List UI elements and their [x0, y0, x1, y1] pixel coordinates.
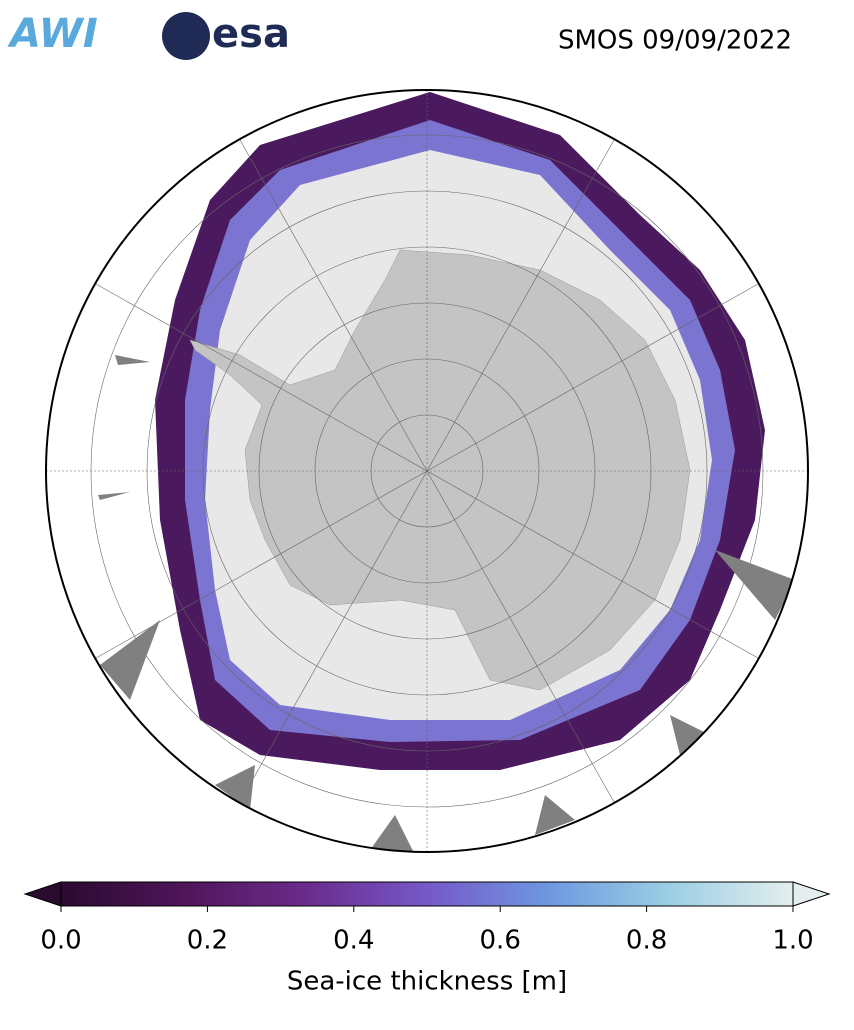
- graticule: [46, 90, 808, 852]
- colorbar-label: Sea-ice thickness [m]: [287, 967, 567, 997]
- colorbar-tick-label: 0.4: [333, 926, 374, 956]
- colorbar-tick-label: 0.6: [480, 926, 521, 956]
- colorbar-extend-high: [792, 881, 831, 907]
- colorbar-gradient: [60, 881, 794, 907]
- continent: [189, 249, 691, 691]
- map: [46, 90, 808, 852]
- logo-esa-icon: [162, 12, 210, 60]
- colorbar-extend-low: [23, 881, 62, 907]
- colorbar-tick-label: 0.2: [187, 926, 228, 956]
- logo-esa: esa: [212, 11, 290, 57]
- colorbar: 0.0 0.2 0.4 0.6 0.8 1.0: [23, 881, 831, 956]
- title: SMOS 09/09/2022: [558, 26, 792, 56]
- logo-awi: AWI: [7, 11, 98, 57]
- colorbar-tick-label: 1.0: [772, 926, 813, 956]
- map-boundary: [45, 89, 809, 853]
- colorbar-tick-label: 0.0: [40, 926, 81, 956]
- colorbar-tick-label: 0.8: [626, 926, 667, 956]
- data-gaps: [98, 355, 795, 852]
